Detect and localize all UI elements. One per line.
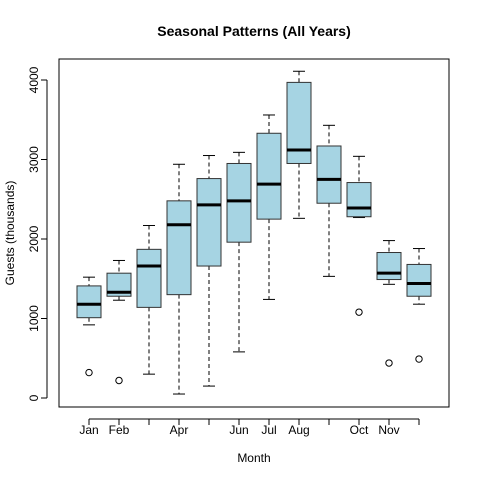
outlier-point xyxy=(385,359,393,367)
box-nov xyxy=(376,252,402,281)
box-jun xyxy=(226,162,252,243)
x-tick-label: Nov xyxy=(378,423,399,437)
y-tick-label: 4000 xyxy=(27,66,41,93)
box-jul xyxy=(256,132,282,220)
outlier-point xyxy=(355,308,363,316)
box-sep xyxy=(316,145,342,204)
y-tick-label: 0 xyxy=(27,394,41,401)
plot-area: 0 1000 2000 3000 4000 Jan Feb Apr Jun Jul Aug Oct No… xyxy=(27,58,450,437)
outlier-point xyxy=(415,355,423,363)
x-tick-label: Apr xyxy=(170,423,189,437)
outlier-point xyxy=(85,368,93,377)
box-dec xyxy=(406,263,432,297)
y-tick-label: 3000 xyxy=(27,146,41,173)
box-mar xyxy=(136,248,162,308)
x-tick-label: Oct xyxy=(350,423,369,437)
y-tick-label: 1000 xyxy=(27,305,41,332)
y-tick-label: 2000 xyxy=(27,225,41,252)
x-tick-label: Feb xyxy=(109,423,130,437)
box-may xyxy=(196,178,222,267)
box-feb xyxy=(106,272,132,297)
outlier-point xyxy=(115,376,123,385)
x-tick-label: Jun xyxy=(229,423,248,437)
y-axis-label: Guests (thousands) xyxy=(3,181,17,286)
plot-frame xyxy=(58,58,450,408)
x-tick-label: Jan xyxy=(79,423,98,437)
box-jan xyxy=(76,285,102,319)
x-axis-label: Month xyxy=(237,451,270,465)
box-apr xyxy=(166,200,192,296)
x-tick-label: Aug xyxy=(288,423,309,437)
x-tick-label: Jul xyxy=(261,423,276,437)
box-oct xyxy=(346,182,372,218)
chart-title: Seasonal Patterns (All Years) xyxy=(157,23,351,39)
